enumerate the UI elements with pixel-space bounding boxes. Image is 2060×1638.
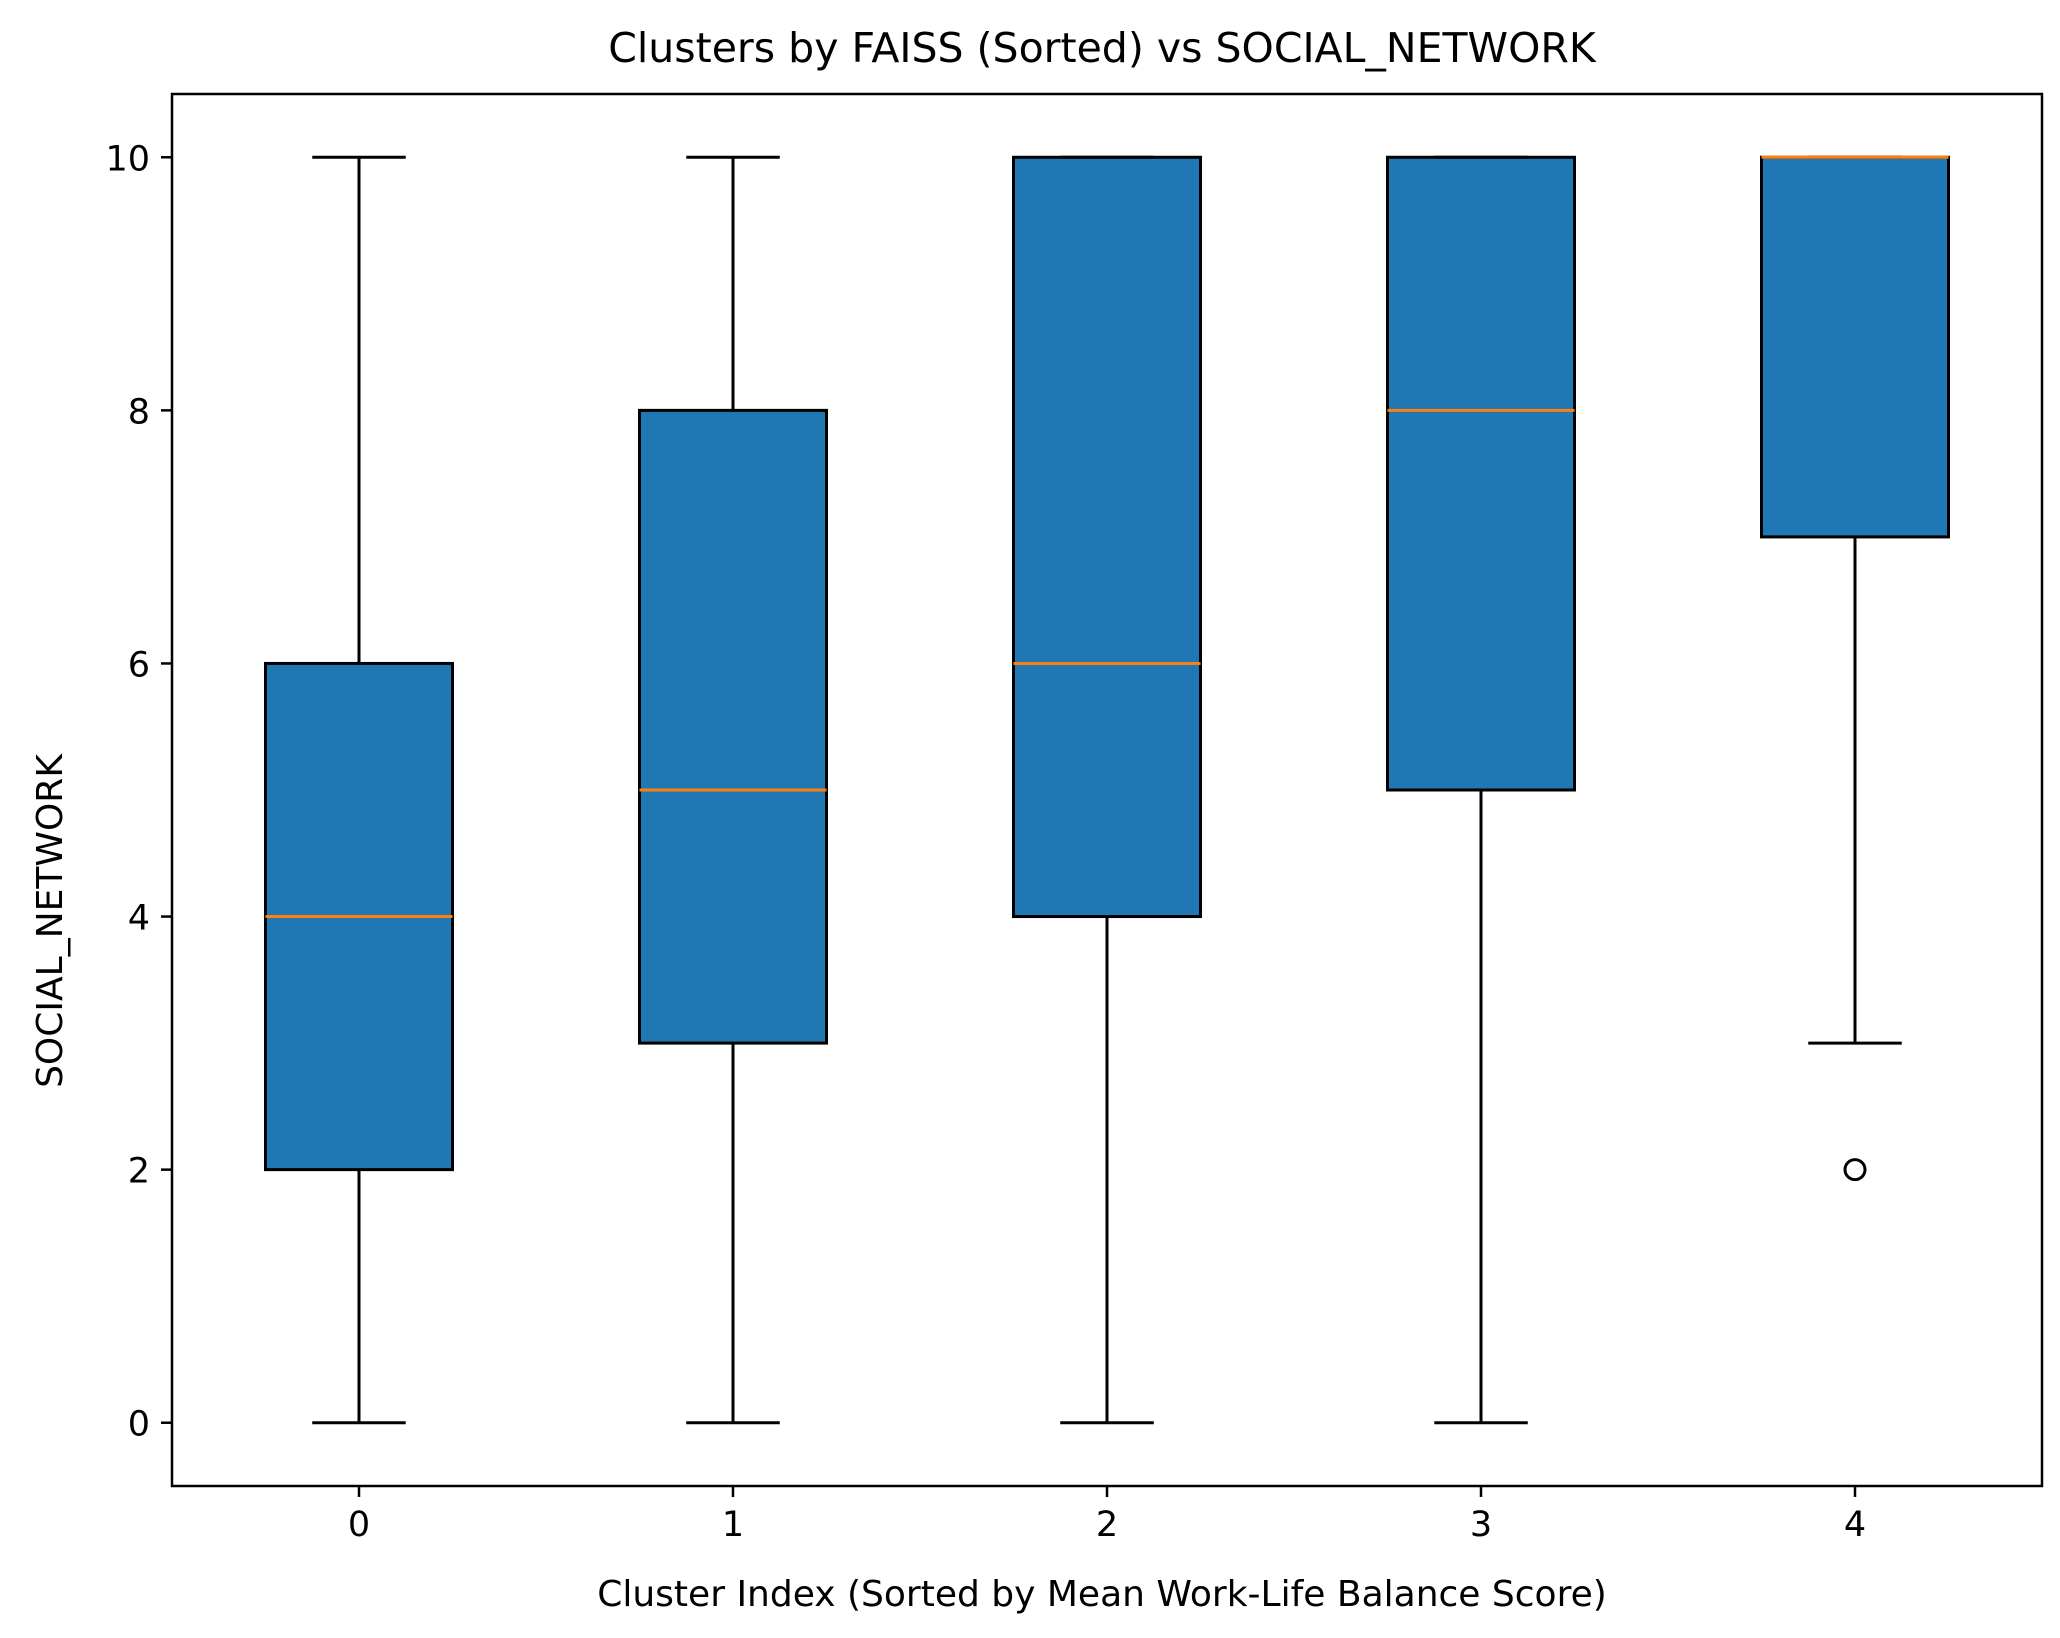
y-tick-label: 6 xyxy=(128,645,150,685)
plot-area: 0 2 4 6 8 10 0 1 2 3 4 xyxy=(105,92,2044,1545)
box-group-3 xyxy=(1386,155,1576,1425)
outlier-point xyxy=(1843,1158,1867,1182)
box-body xyxy=(1012,155,1202,919)
y-tick-label: 10 xyxy=(105,139,150,179)
box-group-0 xyxy=(264,155,454,1425)
x-tick-label: 1 xyxy=(722,1505,744,1545)
box-body xyxy=(638,408,828,1045)
box-group-4 xyxy=(1760,155,1950,1182)
y-axis-label: SOCIAL_NETWORK xyxy=(30,753,71,1088)
box-body xyxy=(1760,155,1950,539)
box-group-2 xyxy=(1012,155,1202,1425)
y-tick-label: 4 xyxy=(128,899,150,939)
y-tick-label: 0 xyxy=(128,1405,150,1445)
x-tick-label: 4 xyxy=(1844,1505,1866,1545)
box-group-1 xyxy=(638,155,828,1425)
x-tick-label: 0 xyxy=(348,1505,370,1545)
x-tick-label: 2 xyxy=(1096,1505,1118,1545)
y-tick-label: 2 xyxy=(128,1152,150,1192)
y-axis-ticks: 0 2 4 6 8 10 xyxy=(105,139,172,1445)
x-axis-ticks: 0 1 2 3 4 xyxy=(348,1486,1866,1545)
y-tick-label: 8 xyxy=(128,392,150,432)
box-body xyxy=(1386,155,1576,792)
x-axis-label: Cluster Index (Sorted by Mean Work-Life … xyxy=(597,1574,1607,1615)
chart-title: Clusters by FAISS (Sorted) vs SOCIAL_NET… xyxy=(608,24,1597,72)
x-tick-label: 3 xyxy=(1470,1505,1492,1545)
